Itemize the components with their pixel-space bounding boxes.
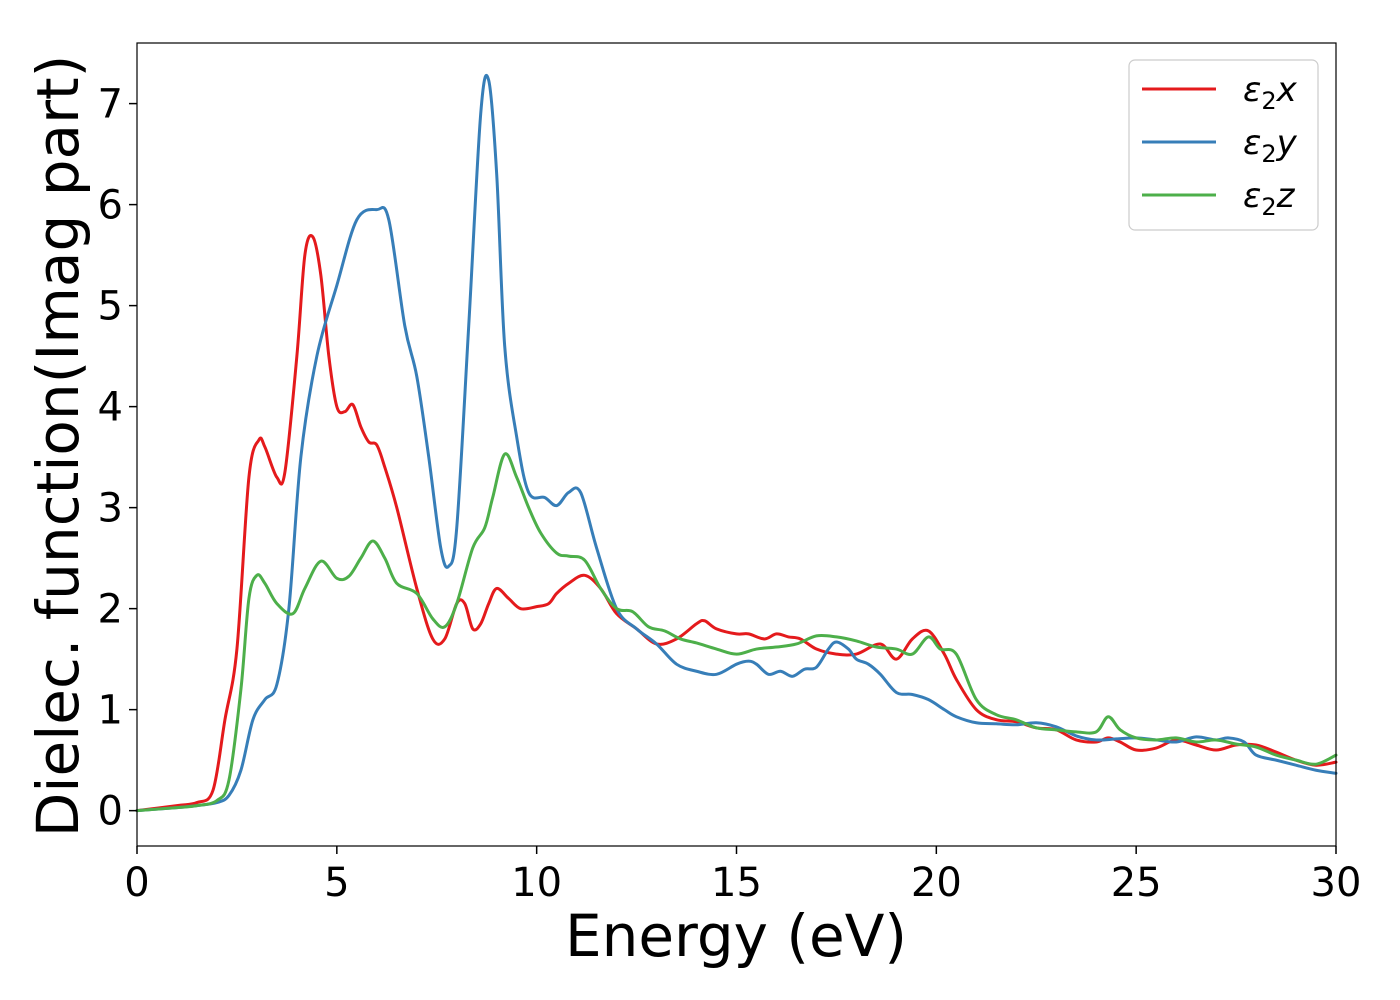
x-tick-label: 20 [911,860,962,906]
series-layer [135,74,1338,813]
y-tick-label: 0 [98,789,123,835]
y-tick-label: 6 [98,183,123,229]
y-axis: 0 1 2 3 4 5 6 7 [98,82,137,835]
y-tick-label: 3 [98,486,123,532]
series-line-y [135,74,1338,813]
y-tick-label: 1 [98,688,123,734]
legend-label-x: ε2x [1243,70,1298,115]
x-tick-label: 30 [1311,860,1362,906]
x-tick-label: 10 [511,860,562,906]
x-axis: 0 5 10 15 20 25 30 [124,846,1361,906]
x-axis-label: Energy (eV) [565,902,907,970]
y-tick-label: 5 [98,284,123,330]
x-tick-label: 25 [1111,860,1162,906]
y-tick-label: 2 [98,587,123,633]
legend-frame [1128,59,1319,231]
y-tick-label: 4 [98,385,123,431]
x-tick-label: 0 [124,860,149,906]
legend-items: ε2x ε2y ε2z [1142,70,1298,221]
series-line-z [135,452,1338,813]
y-tick-label: 7 [98,82,123,128]
x-tick-label: 5 [324,860,349,906]
x-tick-label: 15 [711,860,762,906]
legend-label-y: ε2y [1243,123,1298,168]
y-axis-label: Dielec. function(Imag part) [24,55,92,838]
legend-label-z: ε2z [1243,176,1296,221]
legend: ε2x ε2y ε2z [1128,59,1319,231]
